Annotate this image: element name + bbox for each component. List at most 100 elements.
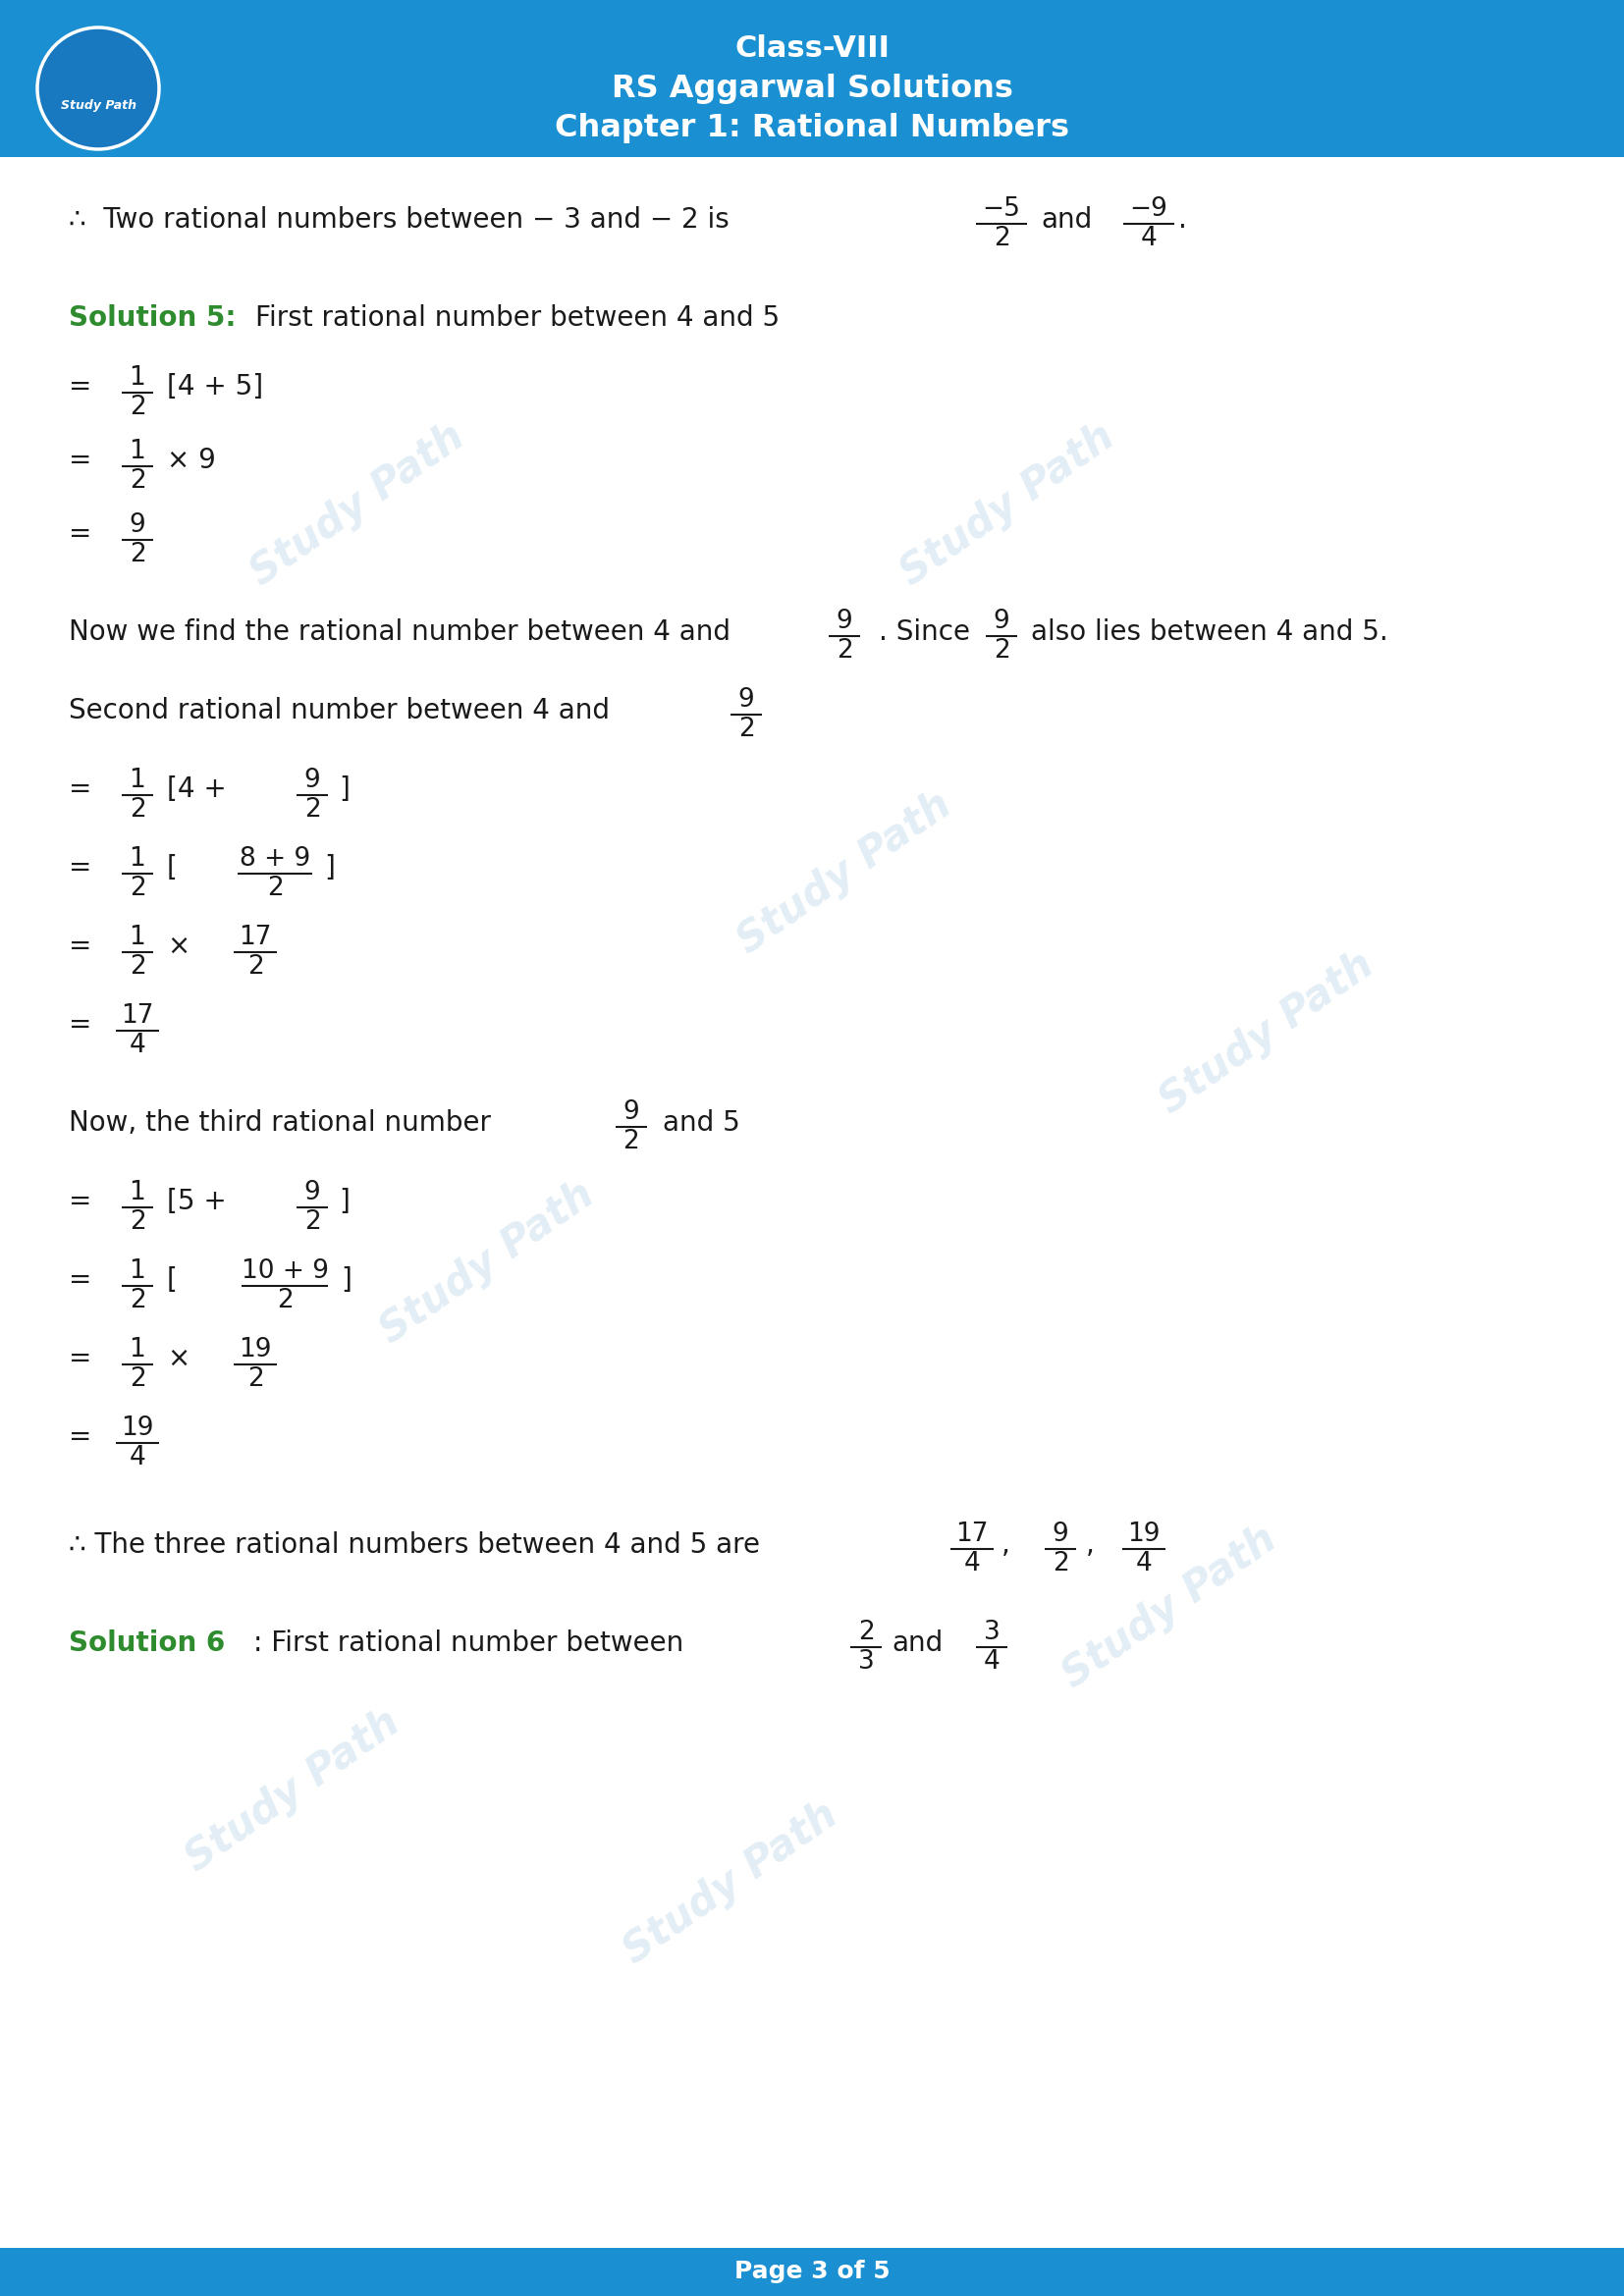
Text: Now we find the rational number between 4 and: Now we find the rational number between … <box>68 618 731 645</box>
Text: =: = <box>68 1010 91 1038</box>
Text: =: = <box>68 932 91 960</box>
Text: [: [ <box>167 1267 177 1293</box>
Text: × 9: × 9 <box>167 448 216 473</box>
Text: 2: 2 <box>624 1130 640 1155</box>
Bar <box>0 0 1624 156</box>
Text: 1: 1 <box>130 1336 146 1362</box>
Text: 4: 4 <box>984 1649 1000 1674</box>
Text: 9: 9 <box>737 687 755 712</box>
Text: 2: 2 <box>304 1210 320 1235</box>
Text: 4: 4 <box>130 1444 146 1469</box>
Text: ×: × <box>167 1345 190 1373</box>
Text: 19: 19 <box>239 1336 271 1362</box>
Text: 2: 2 <box>266 875 283 900</box>
Text: 2: 2 <box>994 638 1010 664</box>
Text: First rational number between 4 and 5: First rational number between 4 and 5 <box>255 305 780 333</box>
Text: and: and <box>892 1630 944 1658</box>
Text: 2: 2 <box>836 638 853 664</box>
Text: 9: 9 <box>304 767 320 792</box>
Text: =: = <box>68 448 91 473</box>
Text: 9: 9 <box>624 1100 640 1125</box>
Text: 4: 4 <box>963 1552 981 1577</box>
Text: and 5: and 5 <box>663 1109 741 1137</box>
Text: 9: 9 <box>130 512 146 537</box>
Text: .: . <box>1179 207 1187 234</box>
Circle shape <box>37 28 159 149</box>
Text: ,: , <box>1086 1531 1095 1559</box>
Text: =: = <box>68 776 91 804</box>
Text: : First rational number between: : First rational number between <box>253 1630 684 1658</box>
Text: Study Path: Study Path <box>60 99 136 113</box>
Text: 19: 19 <box>1127 1522 1160 1548</box>
Text: 1: 1 <box>130 925 146 951</box>
Text: Class-VIII: Class-VIII <box>734 34 890 62</box>
Text: and: and <box>1041 207 1091 234</box>
Text: 2: 2 <box>130 955 146 980</box>
Text: Study Path: Study Path <box>177 1701 408 1880</box>
Text: also lies between 4 and 5.: also lies between 4 and 5. <box>1031 618 1389 645</box>
Text: 2: 2 <box>276 1288 292 1313</box>
Text: Study Path: Study Path <box>372 1173 603 1352</box>
Text: 2: 2 <box>130 468 146 494</box>
Text: 9: 9 <box>836 608 853 634</box>
Text: 2: 2 <box>130 542 146 567</box>
Text: 1: 1 <box>130 1258 146 1283</box>
Text: 1: 1 <box>130 847 146 872</box>
Text: 2: 2 <box>130 1210 146 1235</box>
Text: 1: 1 <box>130 365 146 390</box>
Text: =: = <box>68 521 91 549</box>
Text: 19: 19 <box>122 1417 154 1442</box>
Text: Second rational number between 4 and: Second rational number between 4 and <box>68 698 609 726</box>
Text: Study Path: Study Path <box>1054 1518 1285 1697</box>
Text: RS Aggarwal Solutions: RS Aggarwal Solutions <box>611 73 1013 103</box>
Text: Study Path: Study Path <box>729 783 960 962</box>
Text: 10 + 9: 10 + 9 <box>240 1258 328 1283</box>
Text: 2: 2 <box>1052 1552 1069 1577</box>
Text: 4: 4 <box>1140 225 1156 250</box>
Text: Solution 5:: Solution 5: <box>68 305 235 333</box>
Text: −5: −5 <box>983 197 1020 223</box>
Text: 3: 3 <box>984 1619 1000 1646</box>
Text: =: = <box>68 1424 91 1451</box>
Text: 2: 2 <box>304 797 320 822</box>
Text: 2: 2 <box>130 395 146 420</box>
Text: 9: 9 <box>994 608 1010 634</box>
Text: 9: 9 <box>304 1180 320 1205</box>
Text: Now, the third rational number: Now, the third rational number <box>68 1109 490 1137</box>
Text: [4 +: [4 + <box>167 776 227 804</box>
Text: Page 3 of 5: Page 3 of 5 <box>734 2259 890 2285</box>
Text: 3: 3 <box>857 1649 874 1674</box>
Text: Study Path: Study Path <box>615 1793 846 1972</box>
Text: 2: 2 <box>247 955 263 980</box>
Text: ∴ The three rational numbers between 4 and 5 are: ∴ The three rational numbers between 4 a… <box>68 1531 760 1559</box>
Text: 2: 2 <box>994 225 1010 250</box>
Text: [5 +: [5 + <box>167 1187 227 1215</box>
Text: −9: −9 <box>1130 197 1168 223</box>
Text: 8 + 9: 8 + 9 <box>239 847 310 872</box>
Text: 9: 9 <box>1052 1522 1069 1548</box>
Text: ×: × <box>167 932 190 960</box>
Text: Chapter 1: Rational Numbers: Chapter 1: Rational Numbers <box>555 113 1069 142</box>
Text: [4 + 5]: [4 + 5] <box>167 372 263 400</box>
Text: ]: ] <box>339 776 349 804</box>
Text: 2: 2 <box>247 1366 263 1391</box>
Text: =: = <box>68 854 91 882</box>
Text: [: [ <box>167 854 177 882</box>
Text: 2: 2 <box>130 797 146 822</box>
Text: =: = <box>68 1345 91 1373</box>
Text: =: = <box>68 1267 91 1293</box>
Text: ]: ] <box>325 854 335 882</box>
Text: ∴  Two rational numbers between − 3 and − 2 is: ∴ Two rational numbers between − 3 and −… <box>68 207 729 234</box>
Text: 17: 17 <box>955 1522 989 1548</box>
Text: 1: 1 <box>130 439 146 464</box>
Text: 1: 1 <box>130 767 146 792</box>
Text: =: = <box>68 372 91 400</box>
Text: Solution 6: Solution 6 <box>68 1630 226 1658</box>
Text: . Since: . Since <box>879 618 970 645</box>
Text: 4: 4 <box>1135 1552 1151 1577</box>
Bar <box>0 2248 1624 2296</box>
Text: =: = <box>68 1187 91 1215</box>
Text: 2: 2 <box>130 875 146 900</box>
Text: ,: , <box>1002 1531 1010 1559</box>
Text: 4: 4 <box>130 1033 146 1058</box>
